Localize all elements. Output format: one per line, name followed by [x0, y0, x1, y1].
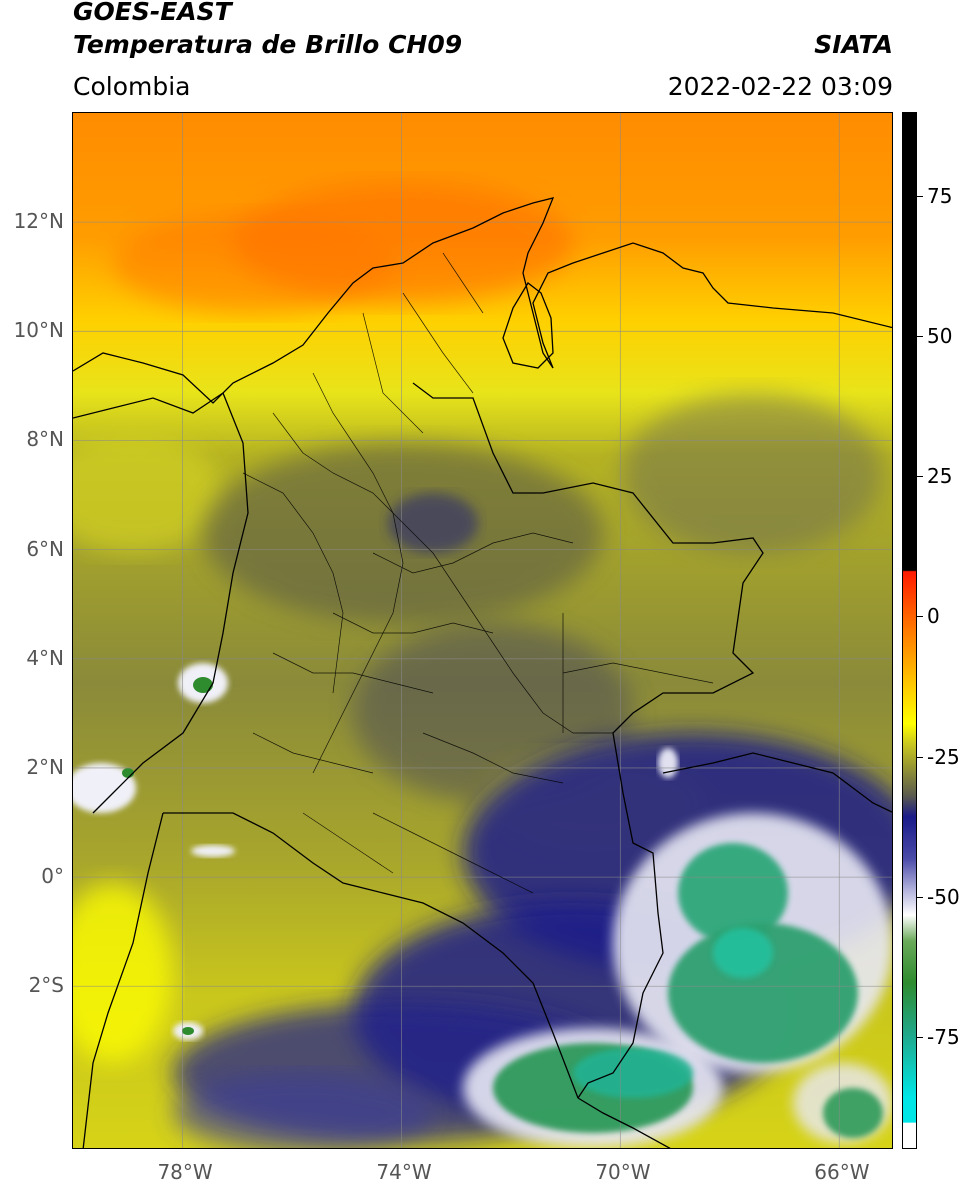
- colombia-venezuela-border: [412, 382, 764, 794]
- colorbar: [902, 112, 917, 1149]
- colorbar-tick-label: 50: [927, 324, 953, 349]
- colorbar-tick-label: -50: [927, 884, 960, 909]
- region-label: Colombia: [73, 72, 191, 101]
- title-satellite: GOES-EAST: [73, 0, 232, 26]
- brazil-venezuela-border: [662, 752, 892, 813]
- colorbar-tick-mark: [917, 616, 923, 618]
- lat-tick-label: 8°N: [26, 427, 64, 452]
- panama-border: [73, 392, 224, 419]
- colorbar-gradient: [903, 113, 916, 1148]
- colorbar-tick-mark: [917, 1036, 923, 1038]
- title-product: Temperatura de Brillo CH09: [73, 30, 463, 59]
- coastline-caribbean: [73, 197, 892, 404]
- lat-tick-label: 2°N: [26, 754, 64, 779]
- source-label: SIATA: [814, 30, 893, 59]
- colorbar-tick-mark: [917, 336, 923, 338]
- peru-brazil-border: [577, 1097, 671, 1148]
- colombia-brazil-border: [577, 792, 664, 1099]
- lake-maracaibo: [502, 282, 554, 369]
- pacific-coast: [92, 392, 249, 814]
- map-gridlines: [73, 113, 892, 1148]
- satellite-map: [72, 112, 893, 1149]
- lat-tick-label: 12°N: [13, 209, 64, 234]
- colorbar-tick-mark: [917, 756, 923, 758]
- lat-tick-label: 0°: [41, 864, 64, 889]
- lat-tick-label: 4°N: [26, 645, 64, 670]
- map-canvas: [73, 113, 892, 1148]
- lat-tick-label: 2°S: [28, 973, 64, 998]
- colorbar-tick-label: 0: [927, 604, 940, 629]
- colorbar-tick-mark: [917, 476, 923, 478]
- lon-tick-label: 78°W: [157, 1160, 213, 1184]
- country-borders: [73, 197, 892, 1148]
- department-borders: [242, 252, 714, 894]
- lon-tick-label: 66°W: [814, 1160, 870, 1184]
- colorbar-tick-mark: [917, 896, 923, 898]
- lon-tick-label: 70°W: [595, 1160, 651, 1184]
- colorbar-tick-label: -25: [927, 744, 960, 769]
- ecuador-coast: [82, 812, 164, 1148]
- lat-tick-label: 10°N: [13, 318, 64, 343]
- colorbar-tick-label: -75: [927, 1024, 960, 1049]
- colorbar-tick-label: 25: [927, 464, 953, 489]
- datetime-label: 2022-02-22 03:09: [667, 72, 893, 101]
- colombia-peru-ecuador-border: [163, 812, 579, 1099]
- colorbar-tick-mark: [917, 196, 923, 198]
- lat-tick-label: 6°N: [26, 536, 64, 561]
- colorbar-tick-label: 75: [927, 184, 953, 209]
- lon-tick-label: 74°W: [376, 1160, 432, 1184]
